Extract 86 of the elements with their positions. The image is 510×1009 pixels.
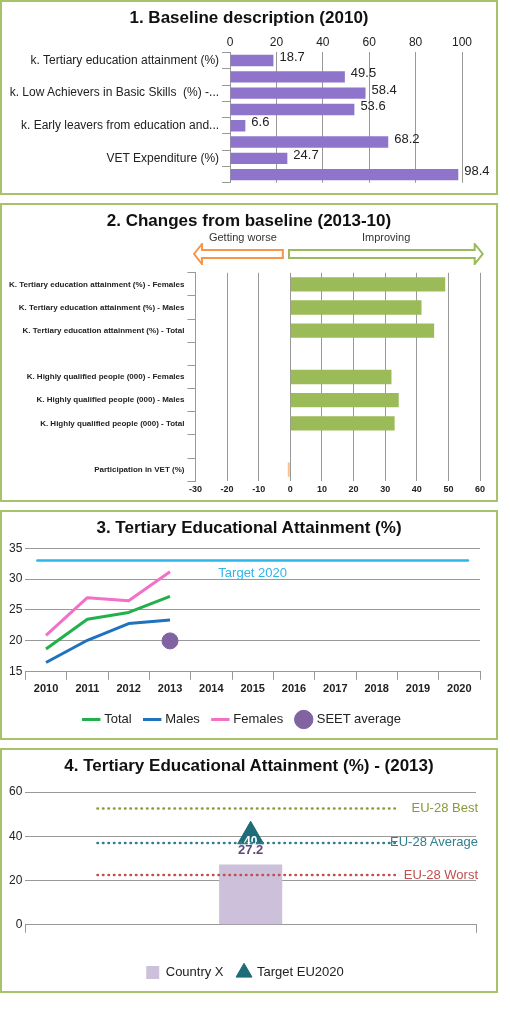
y-tick-label: k. Tertiary education attainment (%): [30, 52, 220, 67]
chart-title: 2. Changes from baseline (2013-10): [105, 210, 393, 231]
bar: [287, 462, 290, 477]
y-tick-label: K. Highly qualified people (000) - Females: [26, 372, 185, 382]
y-tick-label: 40: [8, 828, 23, 843]
bar: [230, 54, 274, 67]
y-tick-label: 25: [8, 602, 23, 617]
x-tick-label: 2014: [199, 682, 225, 695]
bar: [290, 416, 395, 431]
x-tick-label: 2019: [405, 682, 431, 695]
x-tick-label: 2016: [281, 682, 307, 695]
legend-label: SEET average: [316, 711, 402, 727]
y-tick-label: K. Tertiary education attainment (%) - Males: [18, 302, 185, 312]
x-tick-label: 2011: [75, 682, 100, 695]
y-tick-label: 35: [8, 540, 23, 555]
x2-tick-label: 100: [451, 34, 473, 49]
x-tick-label: 50: [443, 484, 454, 495]
legend-label: Females: [233, 711, 284, 727]
x-tick-label: -30: [188, 484, 202, 495]
y-tick-label: 30: [8, 571, 23, 586]
x-tick-label: 30: [380, 484, 391, 495]
data-label: 53.6: [360, 98, 386, 114]
y-tick-label: K. Highly qualified people (000) - Total: [40, 418, 185, 428]
ref-line-label: Target 2020: [218, 564, 288, 580]
bar: [230, 136, 389, 148]
y-tick-label: 0: [15, 917, 23, 932]
chart-title: 3. Tertiary Educational Attainment (%): [95, 517, 403, 538]
chart-title: 1. Baseline description (2010): [128, 7, 370, 28]
bar: [290, 300, 422, 315]
ref-line-label: EU-28 Worst: [403, 866, 479, 882]
x2-tick-label: 40: [316, 34, 330, 49]
data-label: 18.7: [279, 49, 305, 65]
bar: [290, 277, 446, 292]
y-tick-label: VET Expenditure (%): [106, 150, 220, 165]
ref-line-label: EU-28 Average: [390, 834, 478, 850]
data-label: 6.6: [251, 114, 270, 130]
x-tick-label: 2018: [364, 682, 389, 695]
y-tick-label: 20: [8, 872, 23, 887]
bar: [230, 103, 355, 116]
x-tick-label: 2010: [33, 682, 59, 695]
x2-tick-label: 80: [408, 34, 423, 49]
x-tick-label: 20: [348, 484, 359, 495]
y-tick-label: k. Low Achievers in Basic Skills (%) -...: [9, 85, 220, 100]
data-label: 68.2: [394, 130, 420, 146]
x-tick-label: -10: [252, 484, 266, 495]
bar: [230, 168, 459, 181]
x-tick-label: 2020: [447, 682, 472, 695]
y-tick-label: K. Tertiary education attainment (%) - Total: [22, 325, 185, 335]
chart-title: 4. Tertiary Educational Attainment (%) - (2013): [63, 755, 435, 776]
x-tick-label: 0: [287, 484, 293, 495]
x-tick-label: 2017: [323, 682, 348, 695]
x2-tick-label: 20: [269, 34, 284, 49]
x-tick-label: 10: [316, 484, 327, 495]
data-label: 98.4: [464, 163, 490, 179]
x-tick-label: -20: [220, 484, 234, 495]
legend-label: Target EU2020: [257, 964, 344, 980]
y-tick-label: K. Tertiary education attainment (%) - Females: [8, 279, 185, 289]
text: Getting worse: [207, 231, 278, 243]
y-tick-label: K. Highly qualified people (000) - Males: [36, 395, 185, 405]
bar: [290, 323, 435, 338]
x-tick-label: 2013: [157, 682, 183, 695]
bar: [290, 392, 399, 408]
x-tick-label: 40: [411, 484, 422, 495]
text: Improving: [361, 231, 412, 243]
x-tick-label: 2012: [116, 682, 141, 695]
bar: [230, 152, 288, 165]
y-tick-label: 60: [8, 784, 23, 799]
x2-tick-label: 0: [226, 34, 234, 49]
y-tick-label: 20: [8, 633, 23, 648]
x-tick-label: 2015: [240, 682, 265, 695]
legend-label: Males: [165, 711, 201, 727]
legend-label: Total: [104, 711, 132, 727]
bar: [230, 71, 345, 83]
bar: [230, 120, 246, 132]
data-label: 49.5: [350, 65, 377, 81]
y-tick-label: k. Early leavers from education and...: [20, 118, 220, 133]
y-tick-label: Participation in VET (%): [94, 464, 185, 474]
y-tick-label: 15: [8, 664, 23, 679]
bar: [290, 369, 392, 385]
x-tick-label: 60: [474, 484, 486, 495]
bar: [230, 87, 366, 99]
x2-tick-label: 60: [362, 34, 377, 49]
data-label: 24.7: [293, 146, 319, 162]
legend-label: Country X: [165, 964, 224, 980]
ref-line-label: EU-28 Best: [411, 800, 479, 816]
data-label: 58.4: [371, 81, 397, 97]
